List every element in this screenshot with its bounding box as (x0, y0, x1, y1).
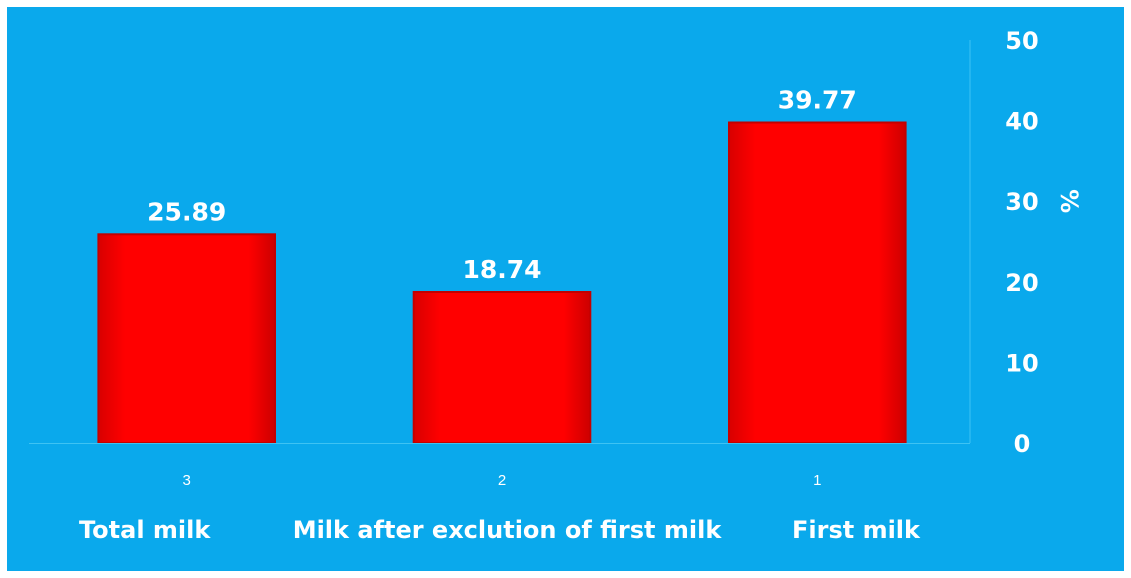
bar-3 (728, 121, 907, 444)
bar-chart: 25.89 18.74 39.77 0 10 20 30 40 50 3 2 1 Total mi… (29, 27, 1083, 544)
y-tick-label-40: 40 (1005, 108, 1038, 136)
bars-group (97, 121, 907, 444)
y-tick-label-10: 10 (1005, 349, 1038, 377)
x-number-label-2: 2 (498, 472, 506, 489)
value-label-2: 18.74 (462, 255, 541, 284)
x-category-label-2: Milk after exclution of first milk (293, 516, 723, 544)
x-category-label-3: First milk (792, 516, 921, 544)
bar-2 (412, 291, 592, 444)
chart-area: 25.89 18.74 39.77 0 10 20 30 40 50 3 2 1 Total mi… (7, 7, 1124, 571)
x-number-labels: 3 2 1 (183, 472, 822, 489)
value-label-1: 25.89 (147, 197, 226, 226)
x-number-label-3: 1 (813, 472, 821, 489)
y-axis: 0 10 20 30 40 50 (969, 27, 1039, 458)
y-tick-label-50: 50 (1005, 27, 1038, 55)
x-number-label-1: 3 (183, 472, 191, 489)
x-category-label-1: Total milk (79, 516, 211, 544)
x-category-labels: Total milk Milk after exclution of first … (79, 516, 921, 544)
y-tick-label-30: 30 (1005, 188, 1038, 216)
y-axis-unit-label: % (1055, 189, 1083, 213)
y-tick-label-20: 20 (1005, 269, 1038, 297)
bar-1 (97, 233, 277, 444)
value-labels-group: 25.89 18.74 39.77 (147, 86, 857, 285)
y-tick-label-0: 0 (1014, 430, 1031, 458)
value-label-3: 39.77 (778, 86, 857, 115)
